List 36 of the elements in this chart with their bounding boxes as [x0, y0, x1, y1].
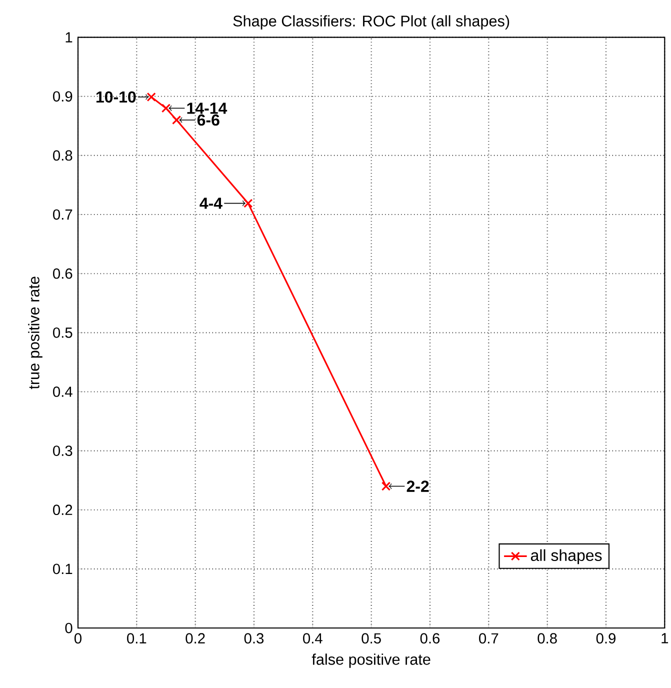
y-tick-label: 0.5 [53, 327, 72, 338]
point [162, 104, 171, 113]
x-tick-label: 0 [74, 633, 82, 644]
annotation: 14-14 [187, 102, 228, 114]
y-tick-label: 0.6 [53, 268, 72, 279]
y-tick-label: 0.4 [53, 386, 73, 397]
chart-title: Shape Classifiers: ROC Plot (all shapes) [233, 15, 510, 30]
annotation: 6-6 [198, 114, 220, 126]
y-tick-label: 0 [65, 622, 72, 634]
y-tick-label: 0.8 [53, 150, 72, 161]
y-tick-label: 0.7 [53, 209, 72, 220]
point [172, 115, 182, 125]
x-tick-label: 1 [662, 633, 668, 644]
x-tick-label: 0.4 [303, 633, 323, 644]
point [146, 92, 156, 102]
annotation: 4-4 [200, 198, 223, 209]
annotation: 2-2 [407, 480, 429, 492]
legend-label: all shapes [531, 549, 602, 564]
x-tick-label: 0.7 [479, 633, 498, 644]
point [244, 198, 253, 208]
x-axis-title: false positive rate [312, 654, 430, 668]
x-tick-label: 0.5 [362, 633, 382, 644]
y-tick-label: 1 [66, 32, 72, 42]
y-tick-label: 0.2 [53, 504, 72, 516]
annotation: 10-10 [96, 91, 136, 103]
x-tick-label: 0.2 [186, 633, 205, 644]
x-tick-label: 0.3 [244, 633, 264, 644]
x-tick-label: 0.9 [596, 633, 616, 644]
y-axis-title: true positive rate [28, 276, 43, 390]
x-tick-label: 0.1 [127, 633, 146, 644]
y-tick-label: 0.3 [53, 446, 72, 456]
x-tick-label: 0.8 [538, 633, 558, 644]
y-tick-label: 0.9 [53, 91, 72, 102]
y-tick-label: 0.1 [53, 564, 72, 574]
x-tick-label: 0.6 [420, 633, 440, 644]
point [382, 482, 391, 491]
